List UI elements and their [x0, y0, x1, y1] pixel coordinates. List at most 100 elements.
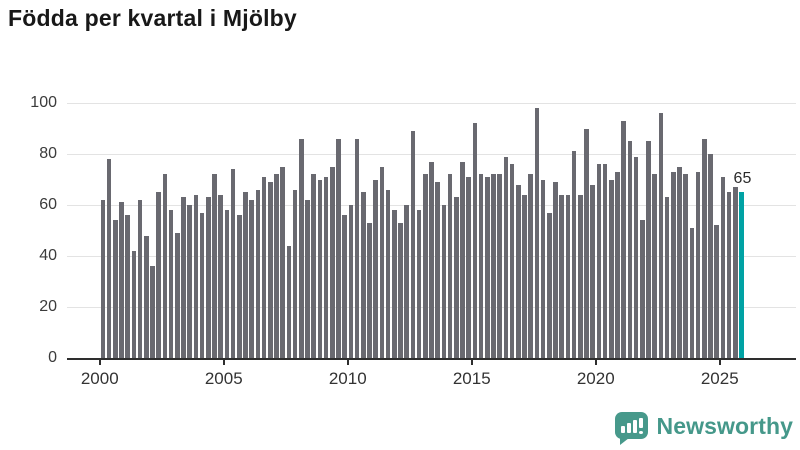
bar: [658, 113, 664, 358]
bar: [156, 192, 161, 358]
bar: [193, 194, 199, 358]
bar: [317, 179, 323, 358]
y-axis-tick-label: 80: [39, 145, 57, 162]
bar: [447, 174, 453, 358]
bar: [298, 138, 304, 358]
x-axis-tick-label: 2010: [328, 369, 367, 388]
x-axis-tick: [346, 360, 349, 366]
logo-bar-icon: [632, 419, 637, 433]
bar: [261, 176, 267, 358]
logo-bar-icon: [620, 425, 625, 433]
bar: [708, 154, 713, 358]
bar: [528, 174, 533, 358]
bar: [323, 176, 329, 358]
bar: [354, 138, 360, 358]
bar: [615, 171, 620, 358]
logo-bar-icon: [626, 422, 631, 433]
bar: [577, 194, 583, 358]
bar: [305, 199, 310, 358]
bar: [385, 189, 391, 358]
bar: [348, 205, 354, 358]
bar: [460, 161, 465, 358]
bar: [224, 210, 230, 358]
bar: [267, 182, 273, 358]
bar: [168, 210, 174, 358]
bar: [249, 199, 254, 358]
bar: [292, 189, 298, 358]
bar: [639, 220, 645, 358]
bar: [484, 176, 490, 358]
x-axis-tick-label: 2025: [700, 369, 739, 388]
bar: [478, 174, 484, 358]
x-axis-tick: [222, 360, 225, 366]
gridline: [67, 154, 796, 155]
bar: [398, 222, 403, 358]
bar: [236, 215, 242, 358]
x-axis-tick: [470, 360, 473, 366]
bar: [453, 197, 459, 358]
x-axis-tick-label: 2005: [204, 369, 243, 388]
bar: [652, 174, 657, 358]
bar: [571, 151, 577, 358]
bar: [602, 164, 608, 358]
bar: [125, 215, 130, 358]
bar: [546, 212, 552, 358]
bar: [646, 141, 651, 358]
bar: [441, 205, 447, 358]
highlight-value-label: 65: [733, 170, 752, 188]
bar: [162, 174, 168, 358]
bar: [553, 182, 558, 358]
bar: [187, 205, 192, 358]
bar: [429, 161, 434, 358]
bar: [137, 199, 143, 358]
bar: [181, 197, 186, 358]
bar: [683, 174, 688, 358]
bar: [274, 174, 279, 358]
bar: [150, 266, 155, 358]
x-axis-tick-label: 2020: [576, 369, 615, 388]
y-axis-tick-label: 40: [39, 247, 57, 264]
bar: [329, 166, 335, 358]
bar: [534, 108, 540, 358]
bar: [404, 205, 409, 358]
bar: [131, 250, 137, 358]
bar: [677, 166, 682, 358]
bar: [205, 197, 211, 358]
newsworthy-logo-text: Newsworthy: [656, 412, 793, 439]
bar: [422, 174, 428, 358]
bar: [720, 176, 726, 358]
y-axis-tick-label: 100: [30, 94, 57, 111]
bar: [714, 225, 719, 358]
bar: [336, 138, 341, 358]
speech-bubble-tail: [619, 437, 629, 445]
bar: [391, 210, 397, 358]
bar: [342, 215, 347, 358]
bar: [664, 197, 670, 358]
bar: [627, 141, 633, 358]
y-axis-tick-label: 60: [39, 196, 57, 213]
x-axis-tick: [718, 360, 721, 366]
x-axis-tick-label: 2015: [452, 369, 491, 388]
bar: [497, 174, 502, 358]
bar: [701, 138, 707, 358]
bar: [509, 164, 515, 358]
bar: [106, 159, 112, 358]
highlighted-bar: [739, 192, 744, 358]
bar: [100, 199, 106, 358]
bar: [174, 233, 180, 358]
bar: [230, 169, 236, 358]
bar: [689, 227, 695, 358]
bar: [143, 235, 149, 358]
bar: [212, 174, 217, 358]
chart-title: Födda per kvartal i Mjölby: [8, 5, 297, 31]
bar: [466, 176, 471, 358]
bar: [503, 156, 509, 358]
bar: [119, 202, 124, 358]
bar: [199, 212, 205, 358]
bar: [732, 187, 738, 358]
bar: [416, 210, 422, 358]
bar: [559, 194, 564, 358]
bar: [255, 189, 261, 358]
x-axis-line: [67, 358, 796, 361]
bar: [218, 194, 223, 358]
